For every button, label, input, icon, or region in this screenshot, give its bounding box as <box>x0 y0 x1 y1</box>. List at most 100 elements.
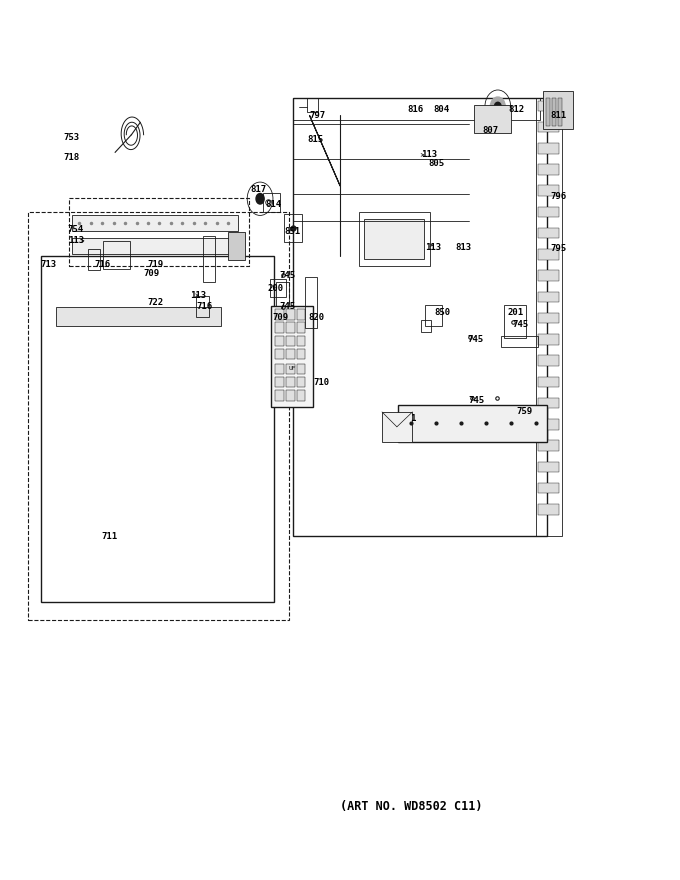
Text: 718: 718 <box>64 153 80 162</box>
Bar <box>539 313 559 324</box>
Circle shape <box>494 102 501 111</box>
Text: 745: 745 <box>279 302 295 312</box>
Bar <box>539 462 559 472</box>
Text: 754: 754 <box>68 225 84 234</box>
Bar <box>537 98 562 537</box>
Bar <box>504 304 526 338</box>
Text: 745: 745 <box>513 319 529 329</box>
Bar <box>539 504 559 515</box>
Bar <box>364 219 424 260</box>
Bar <box>275 309 284 319</box>
Text: 745: 745 <box>279 270 295 280</box>
Bar <box>296 363 305 374</box>
Bar <box>539 249 559 260</box>
Text: 200: 200 <box>267 283 284 293</box>
Bar <box>228 232 245 260</box>
Bar <box>73 238 239 254</box>
Bar <box>296 335 305 346</box>
Text: 713: 713 <box>41 260 57 269</box>
Bar <box>558 98 562 126</box>
Bar <box>275 322 284 333</box>
Bar <box>292 98 547 537</box>
Bar <box>539 419 559 429</box>
Text: 716: 716 <box>197 302 213 312</box>
Bar <box>359 212 430 267</box>
Bar <box>203 237 216 282</box>
Bar <box>305 277 317 327</box>
Bar <box>296 348 305 359</box>
Bar <box>276 282 288 327</box>
Text: 817: 817 <box>251 186 267 194</box>
Bar <box>73 216 239 231</box>
Text: 709: 709 <box>272 312 288 322</box>
Bar <box>552 98 556 126</box>
Bar <box>539 207 559 217</box>
Bar <box>41 256 274 602</box>
Bar <box>286 363 294 374</box>
Bar <box>296 377 305 387</box>
Bar <box>422 319 430 332</box>
Text: 711: 711 <box>101 532 118 541</box>
Text: 710: 710 <box>313 378 329 387</box>
Text: 113: 113 <box>68 237 84 246</box>
Bar <box>275 363 284 374</box>
Bar <box>262 193 280 212</box>
Bar <box>539 398 559 408</box>
Text: 795: 795 <box>550 245 566 253</box>
Text: 745: 745 <box>467 334 483 343</box>
Bar <box>284 214 302 242</box>
Bar <box>539 377 559 387</box>
Bar <box>286 348 294 359</box>
Text: 1: 1 <box>410 414 415 422</box>
Bar <box>269 280 286 297</box>
Bar <box>539 334 559 345</box>
Text: 812: 812 <box>508 105 524 114</box>
Bar <box>88 249 100 270</box>
Text: 759: 759 <box>516 407 532 416</box>
Bar <box>69 198 249 267</box>
Bar <box>275 348 284 359</box>
Bar <box>543 91 573 129</box>
Bar <box>197 297 209 317</box>
Bar <box>292 98 540 120</box>
Text: 804: 804 <box>433 105 449 114</box>
Text: 716: 716 <box>95 260 111 269</box>
Circle shape <box>490 97 505 116</box>
Bar <box>539 100 559 111</box>
Bar <box>398 405 547 442</box>
Text: 805: 805 <box>428 159 445 168</box>
Bar <box>539 143 559 153</box>
Bar <box>539 356 559 366</box>
Bar <box>539 270 559 281</box>
Bar <box>29 212 289 620</box>
Text: 850: 850 <box>435 308 451 318</box>
Bar <box>539 165 559 175</box>
Text: 815: 815 <box>307 135 324 143</box>
Bar <box>286 322 294 333</box>
Circle shape <box>256 194 264 204</box>
Bar <box>546 98 550 126</box>
Text: 816: 816 <box>408 105 424 114</box>
Text: 820: 820 <box>308 312 324 322</box>
Bar <box>286 309 294 319</box>
Bar <box>275 390 284 400</box>
Text: 113: 113 <box>422 150 437 159</box>
Bar <box>103 241 130 269</box>
Bar <box>56 306 222 326</box>
Text: 814: 814 <box>265 201 282 209</box>
Text: 797: 797 <box>309 111 326 120</box>
Text: 745: 745 <box>469 396 485 405</box>
Bar <box>307 98 318 112</box>
Bar <box>296 309 305 319</box>
Text: 722: 722 <box>147 297 163 307</box>
Bar <box>275 335 284 346</box>
Text: 709: 709 <box>143 268 160 278</box>
Bar <box>474 105 511 133</box>
Bar <box>539 483 559 494</box>
Bar <box>275 377 284 387</box>
Bar <box>286 377 294 387</box>
Text: 753: 753 <box>64 133 80 142</box>
Text: 813: 813 <box>455 243 471 252</box>
Polygon shape <box>382 412 413 442</box>
Text: UF: UF <box>288 366 296 371</box>
